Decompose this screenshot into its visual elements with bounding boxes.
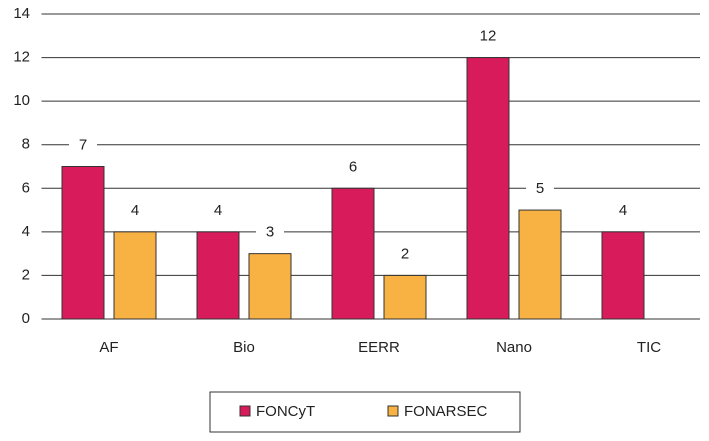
value-label: 4 [131, 202, 139, 219]
value-label-bg [204, 199, 232, 222]
bar [248, 253, 292, 320]
bar [113, 231, 157, 320]
bar [383, 274, 427, 320]
y-tick-label: 6 [22, 179, 30, 196]
bar [61, 166, 105, 320]
value-label-bg [339, 156, 367, 179]
value-label: 2 [401, 245, 409, 262]
bar [196, 231, 240, 320]
value-label-bg [69, 134, 97, 157]
bar [601, 231, 645, 320]
value-label-bg [256, 221, 284, 244]
value-label: 4 [619, 202, 627, 219]
value-label: 4 [214, 202, 222, 219]
legend-label: FONCyT [256, 403, 315, 420]
x-tick-label: Nano [496, 339, 532, 356]
value-label: 7 [79, 136, 87, 153]
y-tick-label: 8 [22, 136, 30, 153]
x-tick-label: TIC [637, 339, 661, 356]
legend-box [209, 391, 521, 433]
x-tick-label: Bio [233, 339, 255, 356]
value-label-bg [121, 199, 149, 222]
value-label: 3 [266, 224, 274, 241]
value-label-bg [391, 243, 419, 266]
value-label: 5 [536, 180, 544, 197]
bar [331, 187, 375, 320]
legend-label: FONARSEC [404, 403, 488, 420]
y-tick-label: 12 [13, 49, 30, 66]
value-label: 12 [480, 28, 497, 45]
y-tick-label: 4 [22, 223, 30, 240]
value-label: 6 [349, 158, 357, 175]
bar [466, 57, 510, 320]
x-tick-label: AF [99, 339, 118, 356]
y-tick-label: 0 [22, 310, 30, 327]
y-tick-label: 10 [13, 92, 30, 109]
value-label-bg [609, 199, 637, 222]
y-tick-label: 2 [22, 266, 30, 283]
value-label-bg [474, 25, 502, 48]
bar [518, 209, 562, 320]
x-tick-label: EERR [358, 339, 400, 356]
value-label-bg [526, 178, 554, 201]
y-tick-label: 14 [13, 5, 30, 22]
legend-swatch [387, 405, 399, 417]
legend-swatch [239, 405, 251, 417]
